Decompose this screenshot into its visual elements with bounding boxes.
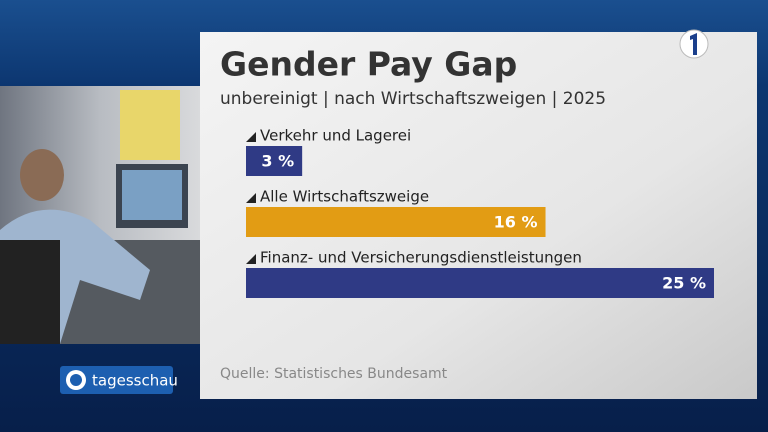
bar xyxy=(246,207,546,237)
chart-title: Gender Pay Gap xyxy=(220,45,517,84)
source-note: Quelle: Statistisches Bundesamt xyxy=(220,366,448,382)
label-flag xyxy=(246,132,256,142)
value-label: 25 % xyxy=(662,274,706,293)
channel-logo xyxy=(679,29,709,59)
brand-name: tagesschau xyxy=(92,372,178,390)
value-label: 16 % xyxy=(494,213,538,232)
tagesschau-logo: tagesschau xyxy=(60,366,178,394)
label-flag xyxy=(246,254,256,264)
bar xyxy=(246,146,303,176)
photo xyxy=(0,86,200,344)
category-label: Alle Wirtschaftszweige xyxy=(260,188,429,206)
value-label: 3 % xyxy=(261,152,294,171)
category-label: Verkehr und Lagerei xyxy=(260,127,411,145)
bar xyxy=(246,268,714,298)
label-flag xyxy=(246,193,256,203)
category-label: Finanz- und Versicherungsdienstleistunge… xyxy=(260,249,582,267)
chart-subtitle: unbereinigt | nach Wirtschaftszweigen | … xyxy=(220,89,606,109)
